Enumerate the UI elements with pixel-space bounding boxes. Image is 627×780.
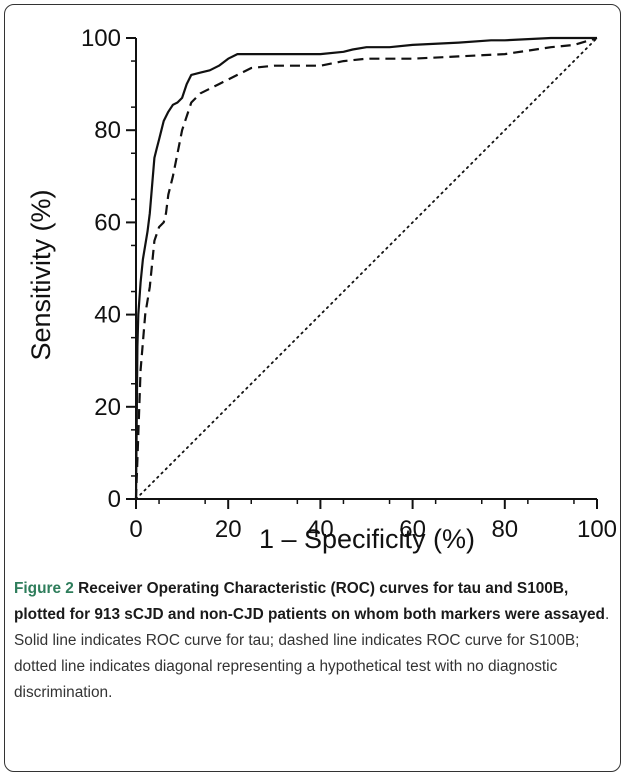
y-tick-label: 60 <box>94 209 121 236</box>
y-tick-label: 0 <box>108 486 121 513</box>
chart-axes: 0 20 40 60 80 100 0 20 40 60 80 100 <box>81 25 617 543</box>
caption-label: Figure 2 <box>14 580 74 597</box>
dotted-roc-curve <box>135 37 598 500</box>
x-tick-label: 0 <box>129 516 142 543</box>
y-tick-label: 20 <box>94 394 121 421</box>
x-tick-label: 60 <box>399 516 426 543</box>
x-tick-label: 20 <box>215 516 242 543</box>
solid-roc-curve <box>134 36 597 500</box>
x-tick-label: 100 <box>577 516 617 543</box>
roc-chart: 0 20 40 60 80 100 0 20 40 60 80 100 1 – Specificity… <box>26 25 617 554</box>
y-tick-label: 40 <box>94 302 121 329</box>
x-tick-label: 40 <box>307 516 334 543</box>
chart-curves <box>134 36 598 500</box>
y-tick-label: 100 <box>81 25 121 52</box>
x-axis-title: 1 – Specificity (%) <box>259 524 475 554</box>
y-axis-title: Sensitivity (%) <box>26 189 56 360</box>
x-tick-label: 80 <box>491 516 518 543</box>
caption-body: . Solid line indicates ROC curve for tau… <box>14 606 610 701</box>
caption-title: Receiver Operating Characteristic (ROC) … <box>14 580 605 623</box>
y-tick-label: 80 <box>94 117 121 144</box>
figure-frame <box>4 4 621 772</box>
figure-caption: Figure 2 Receiver Operating Characterist… <box>14 576 614 706</box>
